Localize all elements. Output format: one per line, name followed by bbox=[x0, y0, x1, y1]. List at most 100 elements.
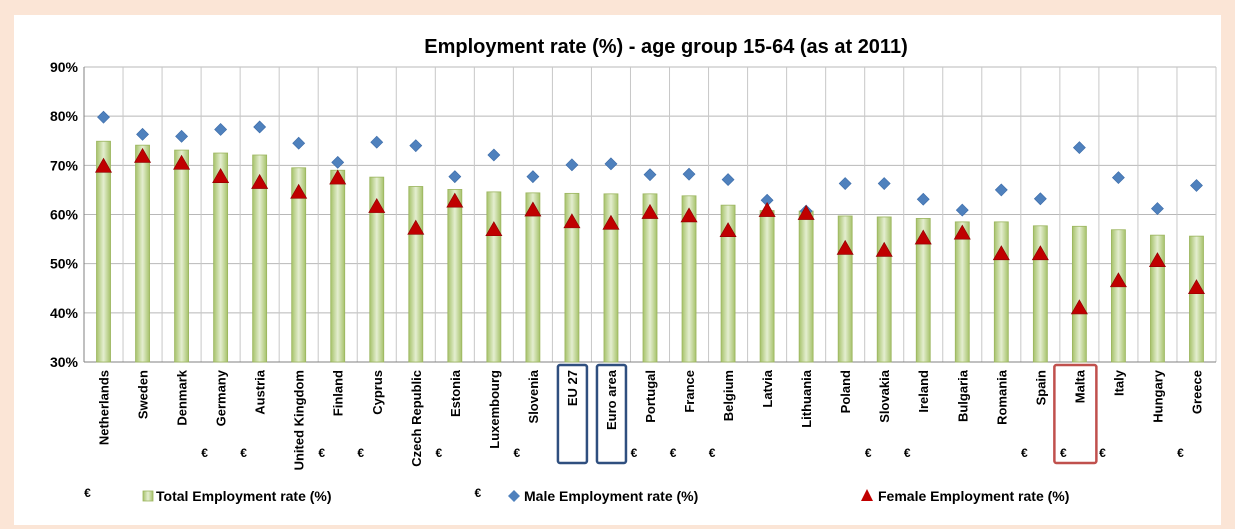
category-label-latvia: Latvia bbox=[760, 369, 775, 407]
euro-marker: € bbox=[475, 486, 482, 500]
highlight-box-eu-27 bbox=[556, 363, 589, 465]
y-tick-label: 50% bbox=[50, 256, 79, 272]
male-point bbox=[1151, 202, 1164, 216]
category-label-estonia: Estonia bbox=[448, 369, 463, 417]
female-point bbox=[758, 201, 776, 217]
female-point bbox=[719, 222, 737, 238]
total-bar bbox=[1111, 229, 1126, 363]
euro-marker: € bbox=[631, 446, 638, 460]
male-point bbox=[214, 123, 228, 136]
female-point bbox=[602, 214, 620, 230]
total-bar bbox=[603, 193, 619, 363]
euro-marker: € bbox=[84, 486, 91, 500]
female-point bbox=[212, 168, 230, 183]
male-point bbox=[409, 139, 423, 153]
category-label-lithuania: Lithuania bbox=[799, 369, 814, 428]
female-point bbox=[1148, 252, 1166, 268]
category-label-france: France bbox=[682, 370, 697, 413]
euro-marker: € bbox=[1177, 446, 1184, 460]
male-point bbox=[448, 170, 462, 184]
male-point bbox=[565, 158, 579, 172]
euro-marker: € bbox=[865, 446, 872, 460]
female-point bbox=[1109, 272, 1127, 288]
euro-marker: € bbox=[201, 446, 208, 460]
total-bar bbox=[213, 152, 229, 363]
euro-marker: € bbox=[514, 446, 521, 460]
gridlines bbox=[83, 66, 1217, 363]
euro-marker: € bbox=[709, 446, 716, 460]
total-bar bbox=[525, 192, 541, 363]
total-bar bbox=[837, 215, 853, 363]
male-point bbox=[331, 155, 345, 169]
euro-marker: € bbox=[357, 446, 364, 460]
female-point bbox=[1031, 245, 1049, 261]
male-point bbox=[97, 110, 110, 124]
female-point bbox=[446, 192, 464, 208]
category-label-portugal: Portugal bbox=[643, 370, 658, 423]
category-label-poland: Poland bbox=[838, 370, 853, 413]
female-point bbox=[563, 213, 581, 229]
category-label-slovenia: Slovenia bbox=[526, 369, 541, 423]
female-point bbox=[1187, 279, 1205, 295]
female-point bbox=[797, 204, 815, 220]
male-point bbox=[994, 183, 1008, 197]
female-markers bbox=[95, 147, 1205, 315]
euro-marker: € bbox=[435, 446, 442, 460]
female-point bbox=[407, 219, 425, 235]
male-point bbox=[526, 170, 540, 184]
female-point bbox=[329, 169, 347, 185]
category-label-bulgaria: Bulgaria bbox=[955, 369, 970, 422]
male-point bbox=[643, 168, 657, 182]
euro-marker: € bbox=[1060, 446, 1067, 460]
employment-chart: Employment rate (%) - age group 15-64 (a… bbox=[50, 36, 1217, 504]
legend-swatch-male bbox=[508, 490, 520, 502]
total-bar bbox=[876, 216, 892, 363]
male-point bbox=[487, 148, 501, 162]
euro-marker: € bbox=[240, 446, 247, 460]
euro-marker: € bbox=[904, 446, 911, 460]
category-label-hungary: Hungary bbox=[1150, 369, 1165, 423]
total-bar bbox=[915, 218, 931, 363]
female-point bbox=[914, 229, 932, 245]
category-label-austria: Austria bbox=[253, 369, 268, 415]
female-point bbox=[95, 157, 113, 173]
total-bar bbox=[135, 144, 150, 363]
total-bar bbox=[447, 189, 463, 363]
female-point bbox=[290, 183, 308, 199]
highlight-box-euro-area bbox=[595, 363, 628, 465]
category-label-czech-republic: Czech Republic bbox=[409, 370, 424, 467]
male-point bbox=[877, 177, 891, 190]
y-tick-label: 70% bbox=[50, 157, 79, 173]
category-label-netherlands: Netherlands bbox=[97, 370, 112, 445]
female-point bbox=[641, 203, 659, 219]
female-point bbox=[992, 245, 1010, 261]
female-point bbox=[836, 239, 854, 255]
male-point bbox=[721, 173, 735, 187]
category-label-sweden: Sweden bbox=[136, 370, 151, 419]
total-bar bbox=[369, 176, 385, 363]
male-point bbox=[370, 135, 384, 149]
category-label-cyprus: Cyprus bbox=[370, 370, 385, 415]
male-point bbox=[604, 157, 618, 171]
legend-swatch-total bbox=[142, 490, 154, 502]
x-axis-labels: Netherlands € Sweden Denmark Germany € Austria… bbox=[84, 363, 1204, 500]
y-tick-label: 80% bbox=[50, 108, 79, 124]
legend-swatch-female bbox=[861, 489, 873, 501]
total-bar bbox=[642, 193, 658, 363]
male-point bbox=[175, 129, 189, 143]
category-label-ireland: Ireland bbox=[916, 370, 931, 413]
total-bar bbox=[291, 167, 307, 363]
chart-title: Employment rate (%) - age group 15-64 (a… bbox=[424, 36, 908, 58]
male-point bbox=[682, 167, 696, 181]
euro-marker: € bbox=[670, 446, 677, 460]
male-point bbox=[1190, 179, 1203, 192]
female-point bbox=[524, 201, 542, 217]
category-label-luxembourg: Luxembourg bbox=[487, 370, 502, 449]
total-bar bbox=[1189, 235, 1204, 363]
male-point bbox=[1111, 171, 1125, 185]
female-point bbox=[173, 154, 191, 170]
legend: Total Employment rate (%) Male Employment… bbox=[142, 488, 1069, 504]
female-point bbox=[1070, 299, 1088, 315]
total-bar bbox=[252, 154, 268, 363]
category-label-eu-27: EU 27 bbox=[565, 370, 580, 406]
